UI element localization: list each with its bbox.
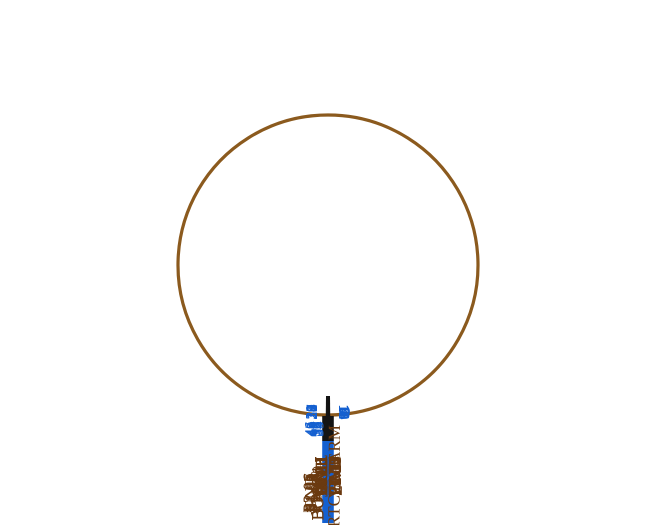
pin-label-11: P0.06 xyxy=(311,456,330,495)
pin-label-25: P1.10 xyxy=(325,456,344,495)
pin-number-2: 2 xyxy=(336,408,352,416)
pin-number-7: 7 xyxy=(336,408,352,416)
pin-number-5: 5 xyxy=(336,408,352,416)
pin-label-16: P0.01 xyxy=(311,456,330,495)
pin-number-41: 41 xyxy=(306,422,322,437)
pin-number-18: 18 xyxy=(305,405,321,420)
pin-number-11: 11 xyxy=(335,405,351,419)
pin-number-29: 29 xyxy=(304,404,320,419)
chip-body-outline xyxy=(176,113,480,417)
pin-number-32: 32 xyxy=(304,404,320,419)
pin-label-43: P1.00 xyxy=(302,473,321,512)
pin-number-10: 10 xyxy=(335,404,351,419)
pin-number-46: 46 xyxy=(302,421,318,437)
pin-label-7: P0.10 xyxy=(312,456,331,495)
pin-number-21: 21 xyxy=(305,404,321,419)
pin-label-13: P0.04 xyxy=(311,456,330,496)
pin-number-44: 44 xyxy=(304,421,320,437)
pin-number-22: 22 xyxy=(305,404,321,419)
pin-label-40: P1.03 xyxy=(304,473,323,512)
pin-label-31: EWU xyxy=(325,457,344,496)
lead-lines-group xyxy=(322,395,334,523)
pin-label-4: TCK xyxy=(312,459,331,494)
pin-label-22: P1.13 xyxy=(325,456,344,495)
pin-number-31: 31 xyxy=(304,404,320,419)
pin-label-34: BOOT1 xyxy=(308,466,327,521)
pin-label-18: P1.15 xyxy=(326,456,345,495)
pin-label-20: GND xyxy=(326,458,345,495)
pin-number-16: 16 xyxy=(335,405,351,421)
pin-number-33: 33 xyxy=(312,422,328,437)
pin-number-13: 13 xyxy=(335,404,351,419)
pin-number-14: 14 xyxy=(335,404,351,420)
pin-number-6: 6 xyxy=(336,408,352,416)
pin-number-25: 25 xyxy=(304,404,320,419)
pin-label-45: P2.07 xyxy=(300,473,319,513)
pin-number-38: 38 xyxy=(308,422,324,437)
pin-number-19: 19 xyxy=(305,404,321,419)
pin-number-28: 28 xyxy=(304,404,320,419)
pin-label-21: 3V3 xyxy=(326,461,345,490)
pin-number-43: 43 xyxy=(305,422,321,437)
pin-label-42: P1.01 xyxy=(302,473,321,512)
pin-label-5: TDI xyxy=(312,462,331,491)
pin-label-46: P2.06 xyxy=(299,473,318,512)
pin-label-28: VBAT xyxy=(325,453,344,498)
pin-number-39: 39 xyxy=(307,422,323,437)
pin-label-9: P0.08 xyxy=(312,456,331,495)
pin-label-14: P0.03 xyxy=(311,456,330,495)
pin-label-38: P1.05 xyxy=(305,473,324,512)
pin-label-36: P1.07 xyxy=(307,473,326,513)
pin-label-2: TRST xyxy=(312,455,331,497)
pin-label-33: BOOT0 xyxy=(309,466,328,521)
pin-number-1: 1 xyxy=(336,408,352,416)
pin-label-26: P1.09 xyxy=(325,456,344,495)
pin-number-12: 12 xyxy=(335,404,351,419)
pin-label-24: P1.11 xyxy=(325,457,344,496)
pin-label-35: VPRG xyxy=(307,470,326,515)
pin-label-12: P0.05 xyxy=(311,456,330,495)
pin-label-23: P1.12 xyxy=(325,456,344,495)
pin-label-17: P0.00 xyxy=(326,456,345,495)
pin-number-24: 24 xyxy=(305,404,321,420)
pin-label-3: TMS xyxy=(312,459,331,494)
pin-label-32: RTC_ALARM xyxy=(324,425,344,525)
pin-label-19: P1.14 xyxy=(326,456,345,496)
pin-number-4: 4 xyxy=(336,408,352,416)
pin-label-39: P1.04 xyxy=(304,473,323,513)
pin-number-30: 30 xyxy=(304,404,320,419)
pin-label-41: P1.02 xyxy=(303,473,322,512)
pin-label-8: P0.09 xyxy=(312,456,331,495)
pin-label-44: GND xyxy=(301,475,320,512)
pin-number-17: 17 xyxy=(305,404,321,420)
pin-label-1: TDO xyxy=(312,459,331,494)
pin-numbers-group: 1234567891011121314151617181920212223242… xyxy=(302,404,352,437)
pin-number-23: 23 xyxy=(305,404,321,419)
pin-label-29: GND xyxy=(325,458,344,495)
pin-label-27: P1.08 xyxy=(325,456,344,495)
pin-number-37: 37 xyxy=(309,421,325,437)
pin-label-30: RST xyxy=(325,460,344,492)
pin-number-27: 27 xyxy=(304,404,320,420)
pin-number-42: 42 xyxy=(305,422,321,437)
pin-number-20: 20 xyxy=(305,404,321,419)
pin-number-45: 45 xyxy=(303,422,319,437)
pin-label-15: P0.02 xyxy=(311,456,330,495)
pin-number-36: 36 xyxy=(310,421,326,437)
pin-number-9: 9 xyxy=(335,408,351,416)
pin-number-34: 34 xyxy=(311,421,327,437)
pin-number-15: 15 xyxy=(335,405,351,420)
pin-label-37: P1.06 xyxy=(306,473,325,512)
pin-label-6: GND xyxy=(312,458,331,495)
pin-number-26: 26 xyxy=(304,404,320,420)
pin-labels-group: TDOTRSTTMSTCKTDIGNDP0.10P0.09P0.08P0.07P… xyxy=(299,425,345,525)
pin-number-3: 3 xyxy=(336,408,352,416)
pin-label-10: P0.07 xyxy=(311,456,330,496)
pin-number-40: 40 xyxy=(307,422,323,437)
pin-number-35: 35 xyxy=(310,422,326,437)
pin-number-8: 8 xyxy=(335,408,351,416)
